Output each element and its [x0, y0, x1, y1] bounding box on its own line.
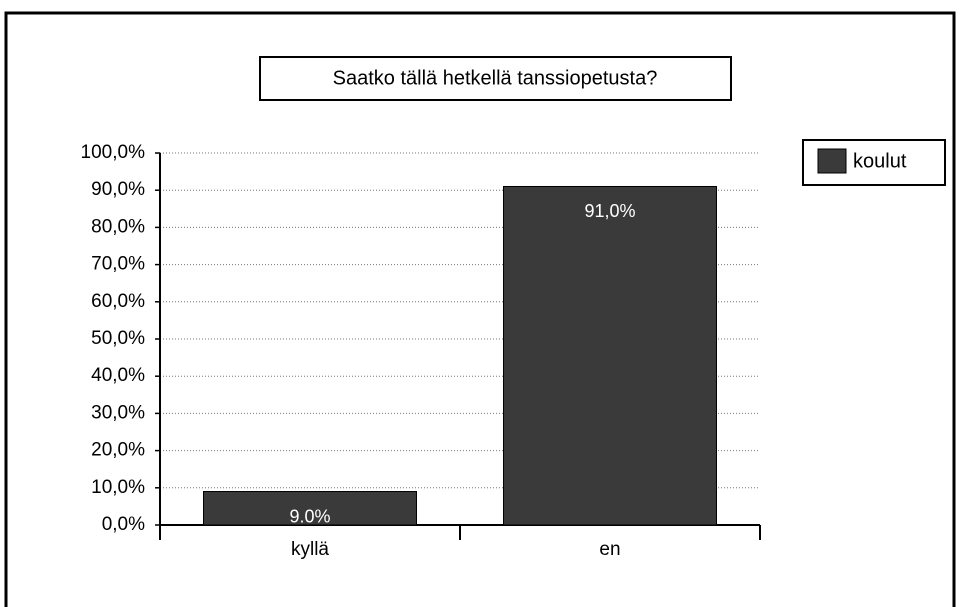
bar: [203, 491, 417, 526]
value-label: 91,0%: [584, 201, 635, 221]
value-label: 9.0%: [289, 506, 330, 526]
y-tick-label: 100,0%: [81, 142, 146, 163]
y-tick-label: 70,0%: [91, 254, 145, 275]
y-tick-label: 20,0%: [91, 440, 145, 461]
legend-label: koulut: [853, 150, 907, 172]
chart-title: Saatko tällä hetkellä tanssiopetusta?: [333, 67, 658, 89]
legend-swatch: [817, 148, 847, 174]
y-tick-label: 30,0%: [91, 402, 145, 423]
y-tick-label: 60,0%: [91, 291, 145, 312]
y-tick-label: 10,0%: [91, 477, 145, 498]
chart-border: [4, 11, 956, 607]
x-tick-label: kyllä: [291, 539, 329, 560]
y-tick-label: 90,0%: [91, 179, 145, 200]
bar: [503, 185, 717, 526]
y-tick-label: 50,0%: [91, 328, 145, 349]
x-tick-label: en: [599, 539, 620, 560]
y-tick-label: 80,0%: [91, 216, 145, 237]
title-box: [259, 56, 732, 101]
y-tick-label: 40,0%: [91, 365, 145, 386]
y-tick-label: 0,0%: [102, 514, 145, 535]
